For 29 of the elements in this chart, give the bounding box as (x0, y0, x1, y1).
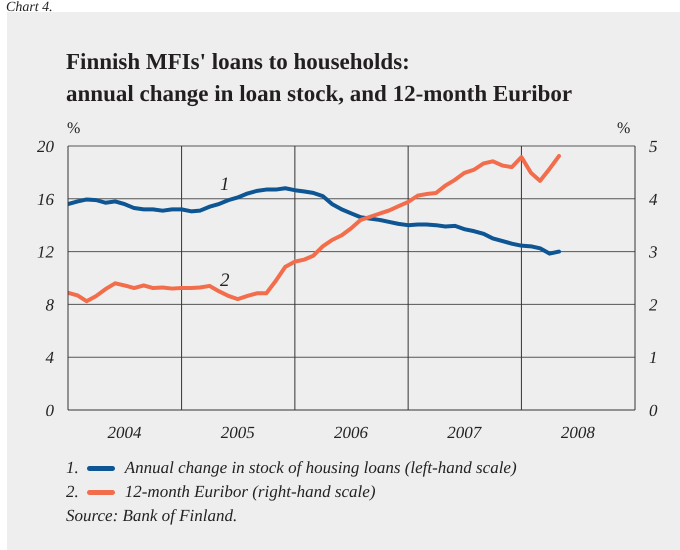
chart-title: Finnish MFIs' loans to households: annual change in loan stock, and 12-month Euribor (66, 48, 572, 108)
annotation: 1 (220, 174, 230, 196)
y2-tick-label: 1 (649, 348, 658, 368)
text: 1. (66, 457, 79, 479)
y2-axis-title: % (617, 120, 630, 138)
y-tick-label: 20 (37, 137, 54, 156)
y2-tick-label: 2 (649, 295, 658, 314)
line-series (68, 154, 561, 304)
y-tick-label: 4 (46, 348, 54, 368)
y2-tick-label: 3 (648, 242, 658, 262)
legend-label: Annual change in stock of housing loans (left-hand scale) (124, 457, 517, 479)
annotation: 2 (220, 270, 230, 292)
x-tick-label: 2007 (447, 423, 483, 442)
y-tick-label: 0 (46, 401, 54, 420)
text: 2. (66, 481, 79, 503)
x-tick-label: 2005 (220, 423, 255, 442)
y-axis-title: % (67, 120, 80, 138)
y2-tick-label: 5 (649, 137, 658, 156)
source-note: Source: Bank of Finland. (66, 505, 238, 527)
y-tick-label: 8 (46, 295, 54, 314)
x-tick-label: 2006 (334, 423, 369, 442)
legend-label: 12-month Euribor (right-hand scale) (124, 481, 376, 503)
caption: Chart 4. (6, 0, 53, 16)
y2-tick-label: 4 (649, 190, 658, 209)
x-tick-label: 2008 (560, 423, 596, 442)
y-tick-label: 16 (37, 190, 54, 209)
y-tick-label: 12 (37, 242, 54, 262)
x-tick-label: 2004 (107, 423, 142, 442)
y2-tick-label: 0 (649, 401, 658, 420)
